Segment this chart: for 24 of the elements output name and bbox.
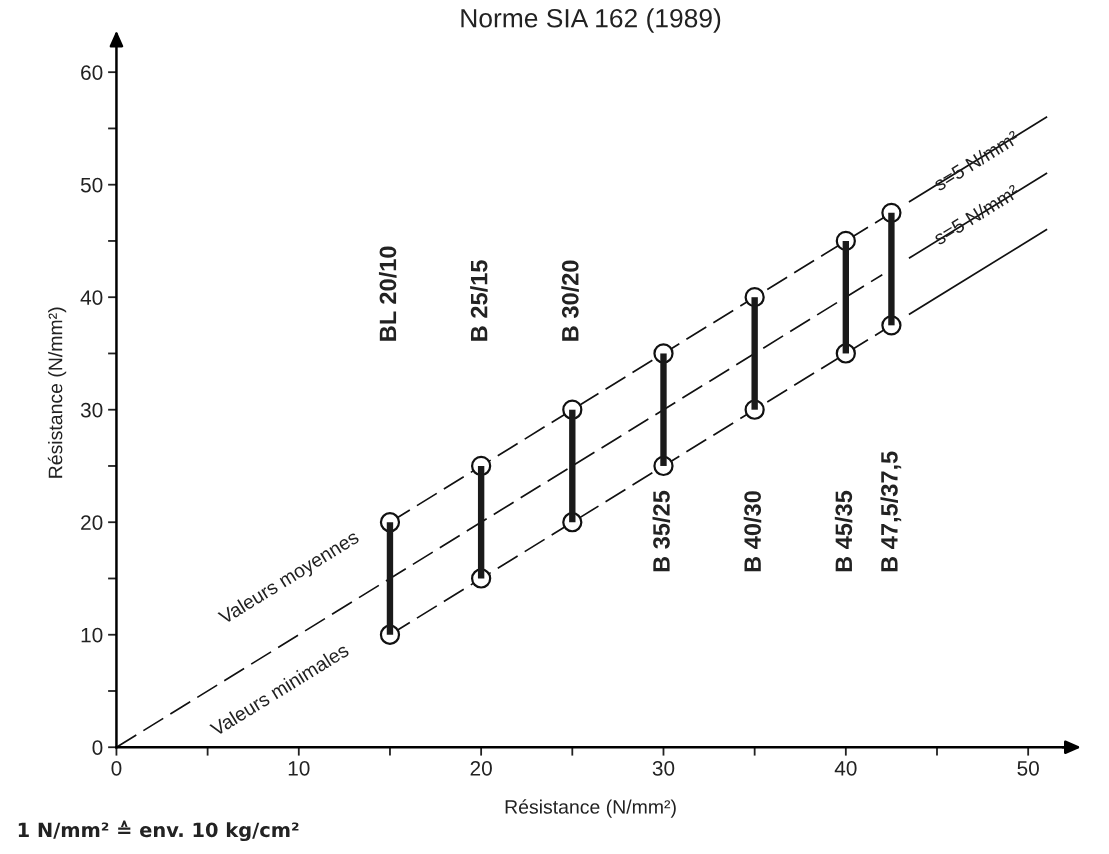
x-tick-label: 30 (652, 760, 675, 776)
annotation: BL 20/10 (378, 246, 397, 341)
x-tick-label: 20 (470, 760, 492, 776)
y-axis-title: Résistance (N/mm²) (47, 307, 67, 478)
text: 1 N/mm² ≙ env. 10 kg/cm² (18, 820, 299, 842)
x-tick-label: 0 (111, 760, 122, 776)
annotation: B 47,5/37,5 (880, 451, 902, 572)
x-tick-label: 50 (1017, 760, 1039, 776)
y-tick-label: 40 (80, 290, 103, 305)
y-tick-label: 60 (81, 65, 103, 80)
x-tick-label: 40 (834, 760, 857, 776)
x-tick-label: 10 (288, 760, 310, 776)
y-tick-label: 50 (80, 177, 103, 193)
annotation: B 30/20 (561, 260, 579, 341)
x-axis-title: Résistance (N/mm²) (505, 799, 676, 818)
annotation: B 35/25 (652, 490, 671, 572)
y-tick-label: 10 (81, 627, 103, 643)
annotation: B 45/35 (834, 490, 853, 572)
y-tick-label: 30 (80, 402, 103, 418)
annotation: B 25/15 (470, 260, 488, 341)
chart-title: Norme SIA 162 (1989) (461, 8, 721, 33)
y-tick-label: 0 (92, 740, 103, 755)
annotation: B 40/30 (743, 491, 762, 572)
y-tick-label: 20 (81, 515, 103, 530)
